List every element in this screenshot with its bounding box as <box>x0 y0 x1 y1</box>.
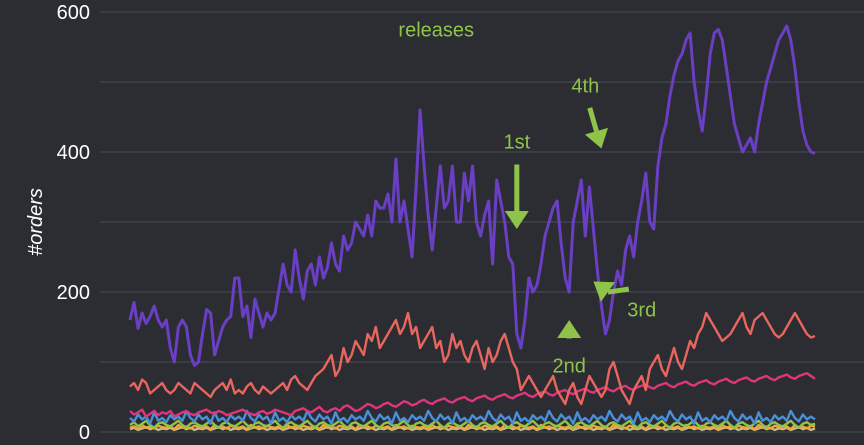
y-tick-label: 0 <box>79 422 90 444</box>
series-line <box>129 409 816 425</box>
y-tick-label: 200 <box>57 282 90 304</box>
annotation-arrow-head <box>557 320 582 338</box>
series-line <box>128 24 816 367</box>
annotation-label: releases <box>398 20 474 42</box>
annotation-label: 3rd <box>627 300 656 322</box>
series-line <box>129 311 816 406</box>
annotations: releases 1st 2nd 3rd 4th <box>398 20 656 378</box>
y-tick-label: 600 <box>57 2 90 24</box>
annotation-arrow-head <box>504 211 529 229</box>
annotation-label: 4th <box>571 76 599 98</box>
y-tick-label: 400 <box>57 142 90 164</box>
annotation-arrow-head <box>584 127 608 149</box>
series-line <box>129 372 816 418</box>
series-group <box>128 24 816 432</box>
series-line <box>129 419 816 429</box>
annotation-label: 2nd <box>553 356 586 378</box>
annotation-label: 1st <box>503 132 530 154</box>
annotation-arrow-shaft <box>607 286 630 295</box>
annotation-arrow-head <box>593 281 615 302</box>
annotation-arrow-shaft <box>587 107 599 132</box>
y-axis-title: #orders <box>25 188 47 256</box>
y-axis-ticks: 0 200 400 600 <box>57 2 90 444</box>
